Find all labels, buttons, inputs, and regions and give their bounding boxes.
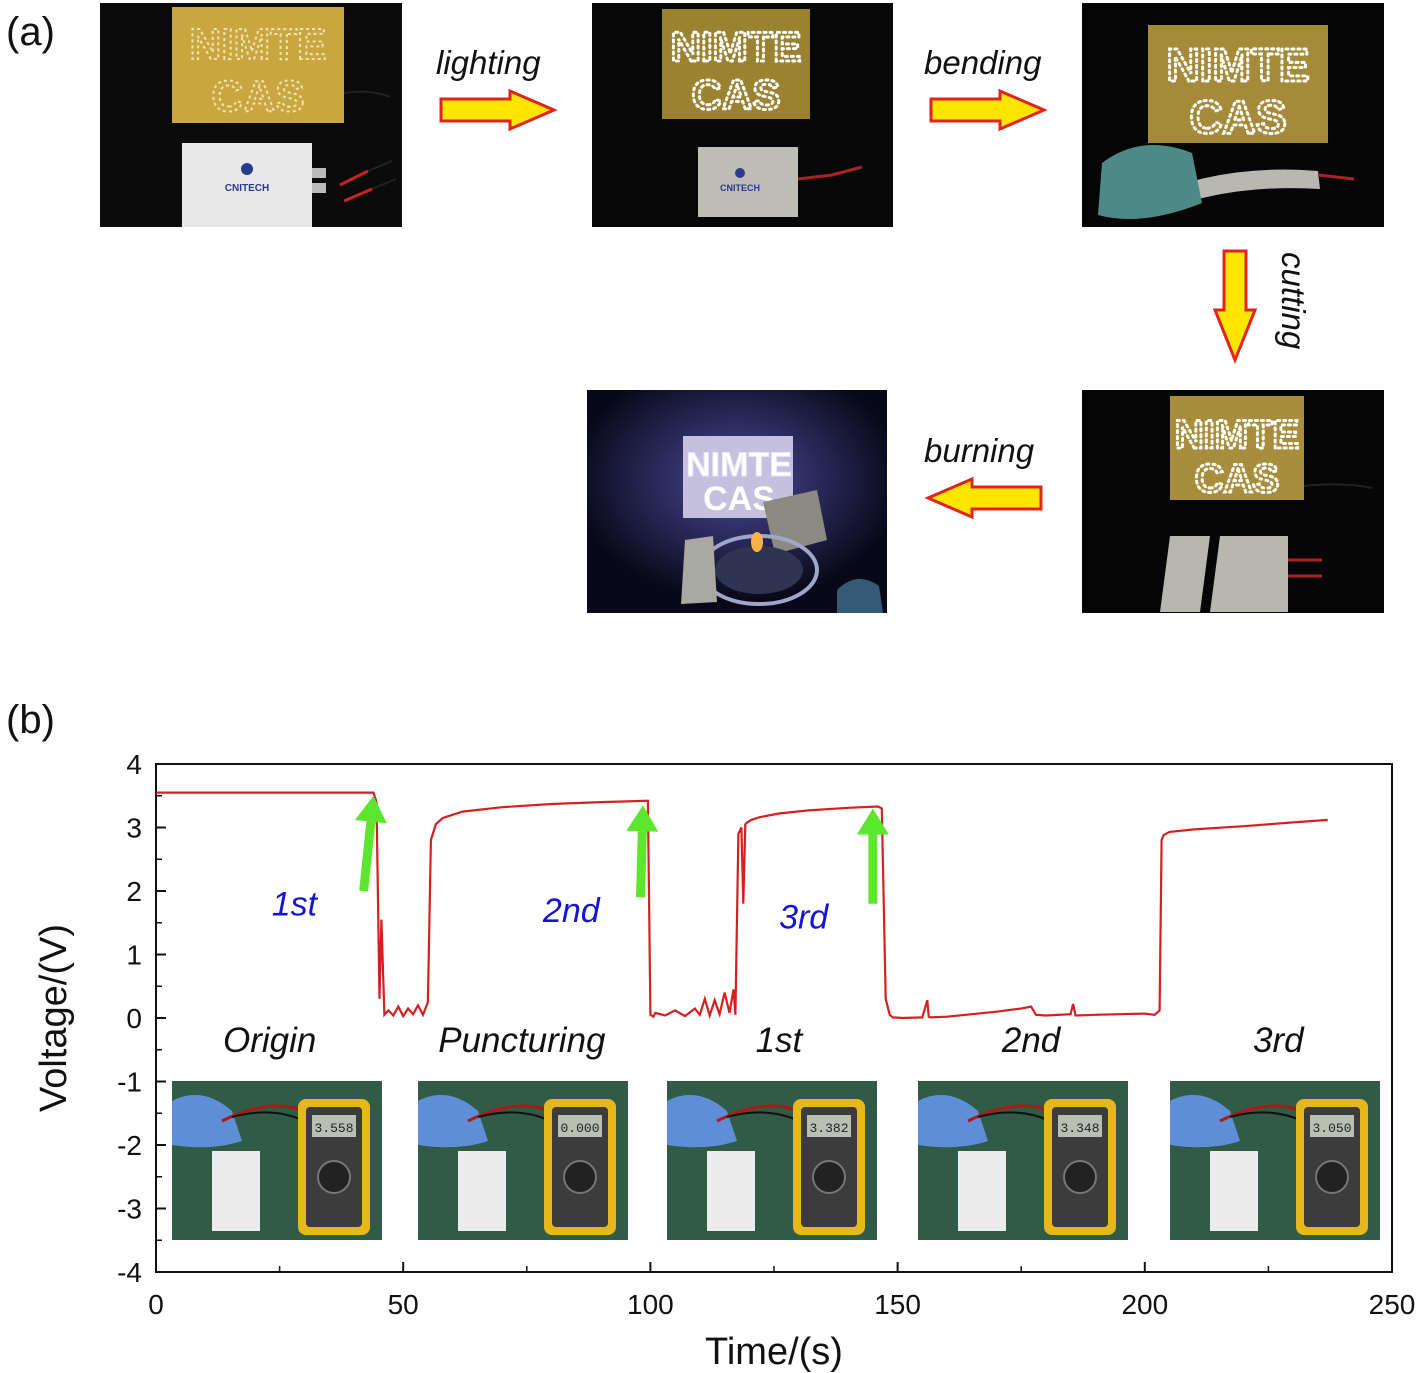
annotation-0: 1st — [272, 795, 387, 924]
inset-reading: 3.558 — [314, 1121, 353, 1136]
annotation-1: 2nd — [542, 805, 659, 930]
panel-a-label: (a) — [6, 10, 55, 54]
annotation-label: 1st — [272, 886, 319, 924]
inset-photo-0: 3.558 — [172, 1081, 382, 1240]
inset-photo-4: 3.050 — [1170, 1081, 1380, 1240]
y-tick-label: 0 — [126, 1003, 142, 1034]
annotation-arrow-head — [626, 805, 659, 832]
x-tick-label: 200 — [1121, 1289, 1168, 1320]
voltage-series-line — [156, 791, 1328, 1020]
annotation-arrow-shaft — [359, 821, 376, 892]
y-tick-label: -2 — [117, 1130, 142, 1161]
stage-label: 2nd — [1001, 1021, 1062, 1060]
inset-reading: 3.050 — [1312, 1121, 1351, 1136]
annotation-2: 3rd — [779, 808, 889, 936]
y-tick-label: -4 — [117, 1257, 142, 1288]
inset-battery — [212, 1151, 260, 1231]
arrow-burning — [924, 476, 1043, 520]
lighting-sign-line1: NIMTE — [671, 23, 802, 70]
x-tick-label: 0 — [148, 1289, 164, 1320]
origin-battery-brand: CNITECH — [225, 183, 269, 194]
stage-label: 1st — [756, 1021, 804, 1060]
inset-photo-3: 3.348 — [918, 1081, 1128, 1240]
lighting-sign-line2: CAS — [692, 71, 781, 118]
inset-battery — [1210, 1151, 1258, 1231]
annotation-label: 3rd — [779, 898, 829, 936]
inset-battery — [707, 1151, 755, 1231]
x-tick-label: 250 — [1369, 1289, 1416, 1320]
annotations: 1st 2nd 3rd — [272, 795, 889, 936]
arrow-cutting — [1212, 249, 1258, 364]
photo-lighting: NIMTE CAS CNITECH — [592, 3, 893, 227]
arrow-label-bending: bending — [924, 44, 1042, 81]
inset-reading: 0.000 — [560, 1121, 599, 1136]
annotation-label: 2nd — [542, 892, 601, 930]
photo-cutting: NIMTE CAS — [1082, 390, 1384, 613]
inset-reading: 3.382 — [809, 1121, 848, 1136]
inset-photo-2: 3.382 — [667, 1081, 877, 1240]
inset-reading: 3.348 — [1060, 1121, 1099, 1136]
stage-labels: Origin Puncturing 1st 2nd 3rd — [223, 1021, 1305, 1060]
voltage-time-chart: 3.558 0.000 3.382 3.348 3.050 0 50 100 150 200 25… — [33, 749, 1415, 1373]
arrow-label-burning: burning — [924, 432, 1035, 469]
x-tick-label: 100 — [627, 1289, 674, 1320]
arrow-lighting — [439, 88, 558, 132]
stage-label: 3rd — [1253, 1021, 1305, 1060]
annotation-arrow-head — [856, 808, 889, 835]
axis-ticks — [155, 763, 1393, 1273]
inset-photos: 3.558 0.000 3.382 3.348 3.050 — [172, 1081, 1380, 1240]
stage-label: Origin — [223, 1021, 316, 1060]
bending-sign-line1: NIMTE — [1166, 39, 1309, 91]
bending-sign-line2: CAS — [1189, 91, 1286, 143]
y-axis-title: Voltage/(V) — [33, 924, 75, 1112]
lighting-battery-brand: CNITECH — [720, 183, 760, 193]
burning-sign-line1: NIMTE — [686, 446, 792, 484]
inset-photo-1: 0.000 — [418, 1081, 628, 1240]
burning-sign-line2: CAS — [703, 480, 775, 518]
photo-origin: NIMTE CAS CNITECH — [100, 3, 402, 227]
inset-battery — [958, 1151, 1006, 1231]
cutting-sign-line1: NIMTE — [1175, 413, 1299, 457]
y-tick-label: -3 — [117, 1194, 142, 1225]
annotation-arrow-shaft — [636, 831, 647, 898]
stage-label: Puncturing — [438, 1021, 606, 1060]
photo-burning: NIMTE CAS — [587, 390, 887, 613]
arrow-bending — [929, 88, 1048, 132]
x-tick-label: 150 — [874, 1289, 921, 1320]
arrow-label-lighting: lighting — [436, 44, 541, 81]
inset-battery — [458, 1151, 506, 1231]
axis-tick-labels: 0 50 100 150 200 250 -4 -3 -2 -1 0 1 2 3 4 — [117, 749, 1415, 1320]
x-tick-label: 50 — [388, 1289, 419, 1320]
y-tick-label: 4 — [126, 749, 142, 780]
origin-sign-line1: NIMTE — [190, 20, 327, 69]
y-tick-label: 2 — [126, 876, 142, 907]
arrow-label-cutting: cutting — [1275, 252, 1312, 350]
origin-sign-line2: CAS — [212, 72, 305, 121]
cutting-sign-line2: CAS — [1195, 457, 1279, 501]
annotation-arrow-head — [354, 795, 387, 824]
y-tick-label: 3 — [126, 813, 142, 844]
y-tick-label: -1 — [117, 1067, 142, 1098]
photo-bending: NIMTE CAS — [1082, 3, 1384, 227]
y-tick-label: 1 — [126, 940, 142, 971]
panel-b-label: (b) — [6, 698, 55, 742]
x-axis-title: Time/(s) — [705, 1331, 843, 1373]
